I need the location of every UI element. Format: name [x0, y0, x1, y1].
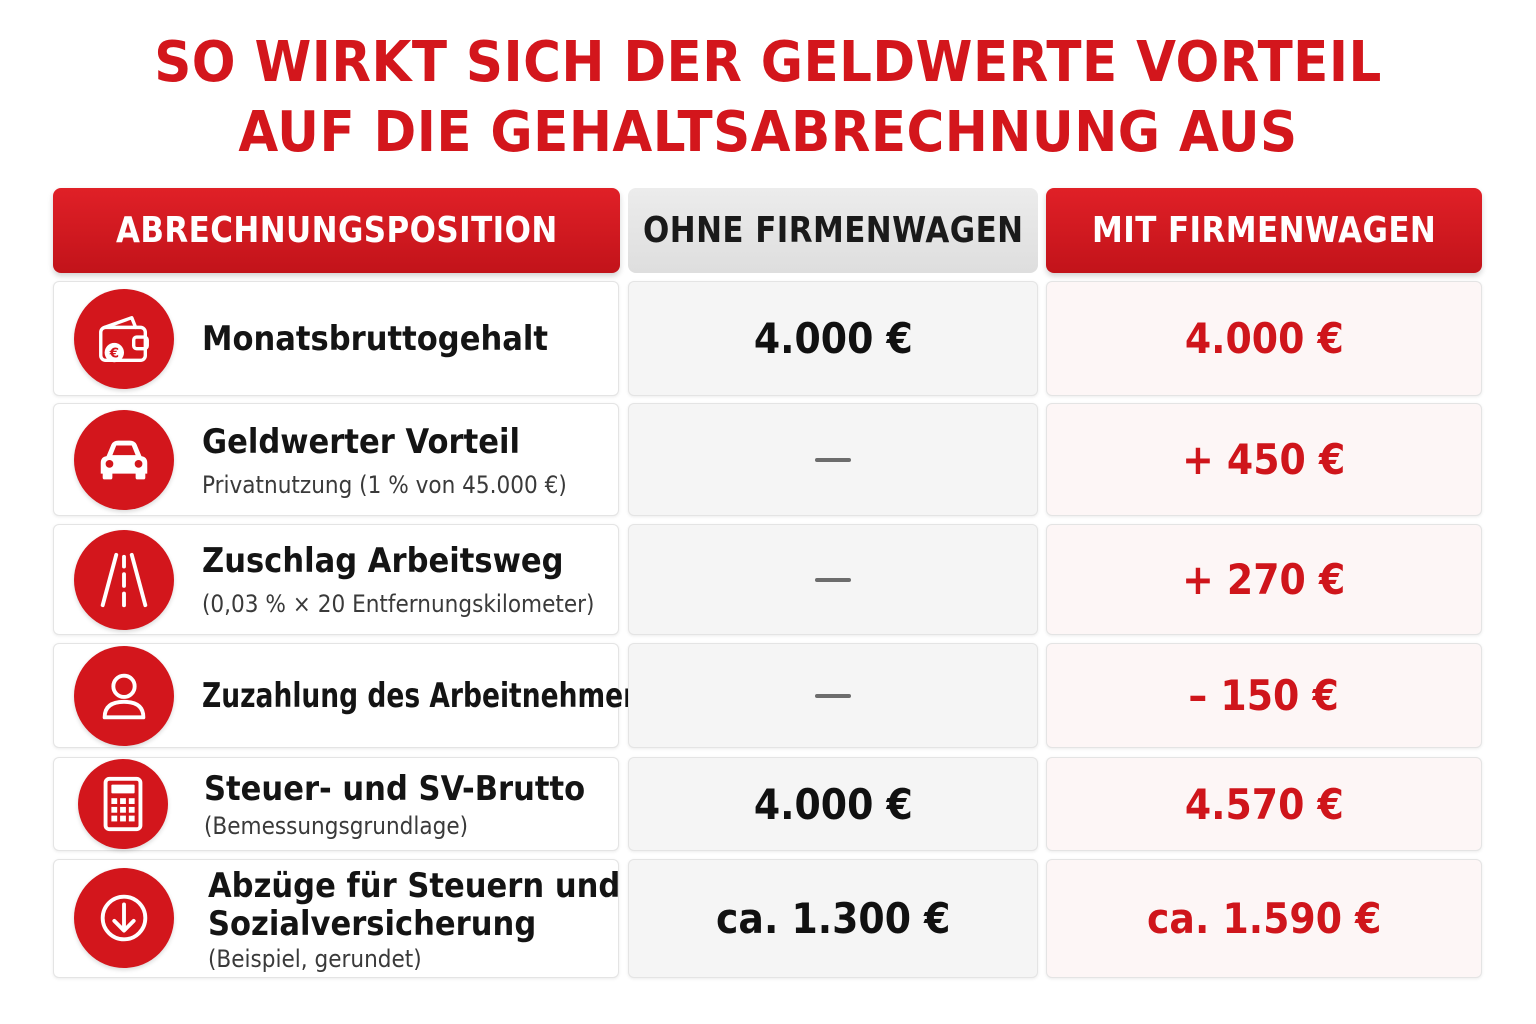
- table-cell-mit: 4.000 €: [1046, 281, 1482, 396]
- title-line-2: AUF DIE GEHALTSABRECHNUNG AUS: [238, 100, 1298, 165]
- table-row-label: Zuzahlung des Arbeitnehmers: [53, 643, 652, 748]
- value-mit: + 270 €: [1182, 555, 1346, 604]
- row-label: Geldwerter Vorteil: [202, 421, 520, 462]
- table-cell-ohne: 4.000 €: [628, 281, 1038, 396]
- dash-placeholder: [815, 693, 851, 698]
- row-label: Abzüge für Steuern und: [208, 865, 621, 906]
- table-row-label: € Monatsbruttogehalt: [53, 281, 619, 396]
- table-cell-mit: – 150 €: [1046, 643, 1482, 748]
- table-cell-mit: + 450 €: [1046, 403, 1482, 516]
- table-cell-ohne: [628, 643, 1038, 748]
- title-line-1: SO WIRKT SICH DER GELDWERTE VORTEIL: [154, 30, 1382, 95]
- header-position-label: ABRECHNUNGSPOSITION: [115, 210, 558, 251]
- value-mit: – 150 €: [1188, 671, 1340, 720]
- wallet-euro-icon: €: [74, 288, 174, 389]
- dash-placeholder: [815, 457, 851, 462]
- table-row-label: Abzüge für Steuern und Sozialversicherun…: [53, 859, 621, 978]
- table-cell-ohne: 4.000 €: [628, 757, 1038, 851]
- row-label: Steuer- und SV-Brutto: [204, 769, 586, 809]
- value-mit: + 450 €: [1182, 435, 1346, 484]
- value-mit: 4.570 €: [1184, 779, 1344, 829]
- row-label: Zuschlag Arbeitsweg: [202, 540, 564, 581]
- value-ohne: 4.000 €: [753, 314, 913, 363]
- car-icon: [74, 409, 174, 510]
- header-mit-firmenwagen: MIT FIRMENWAGEN: [1046, 188, 1482, 273]
- header-ohne-label: OHNE FIRMENWAGEN: [642, 210, 1024, 251]
- table-row-label: Zuschlag Arbeitsweg (0,03 % × 20 Entfern…: [53, 524, 619, 635]
- value-mit: ca. 1.590 €: [1146, 894, 1382, 943]
- calculator-icon: [78, 759, 168, 849]
- row-sublabel: (Beispiel, gerundet): [208, 944, 422, 973]
- header-mit-label: MIT FIRMENWAGEN: [1091, 210, 1437, 251]
- table-cell-ohne: ca. 1.300 €: [628, 859, 1038, 978]
- row-label-line-2: Sozialversicherung: [208, 903, 537, 944]
- svg-text:€: €: [109, 345, 119, 361]
- arrow-down-circle-icon: [74, 868, 174, 968]
- row-label: Monatsbruttogehalt: [202, 318, 549, 359]
- row-sublabel: Privatnutzung (1 % von 45.000 €): [202, 470, 567, 499]
- dash-placeholder: [815, 577, 851, 582]
- road-icon: [74, 529, 174, 630]
- row-sublabel: (Bemessungsgrundlage): [204, 812, 469, 840]
- table-cell-mit: ca. 1.590 €: [1046, 859, 1482, 978]
- page-title: SO WIRKT SICH DER GELDWERTE VORTEIL AUF …: [0, 28, 1536, 168]
- row-sublabel: (0,03 % × 20 Entfernungskilometer): [202, 589, 595, 618]
- header-position: ABRECHNUNGSPOSITION: [53, 188, 620, 273]
- person-icon: [74, 645, 174, 746]
- header-ohne-firmenwagen: OHNE FIRMENWAGEN: [628, 188, 1038, 273]
- value-ohne: 4.000 €: [753, 779, 913, 829]
- table-row-label: Geldwerter Vorteil Privatnutzung (1 % vo…: [53, 403, 619, 516]
- table-cell-mit: + 270 €: [1046, 524, 1482, 635]
- table-cell-ohne: [628, 524, 1038, 635]
- table-cell-ohne: [628, 403, 1038, 516]
- value-ohne: ca. 1.300 €: [715, 894, 951, 943]
- value-mit: 4.000 €: [1184, 314, 1344, 363]
- table-row-label: Steuer- und SV-Brutto (Bemessungsgrundla…: [53, 757, 619, 851]
- table-cell-mit: 4.570 €: [1046, 757, 1482, 851]
- row-label: Zuzahlung des Arbeitnehmers: [202, 675, 652, 716]
